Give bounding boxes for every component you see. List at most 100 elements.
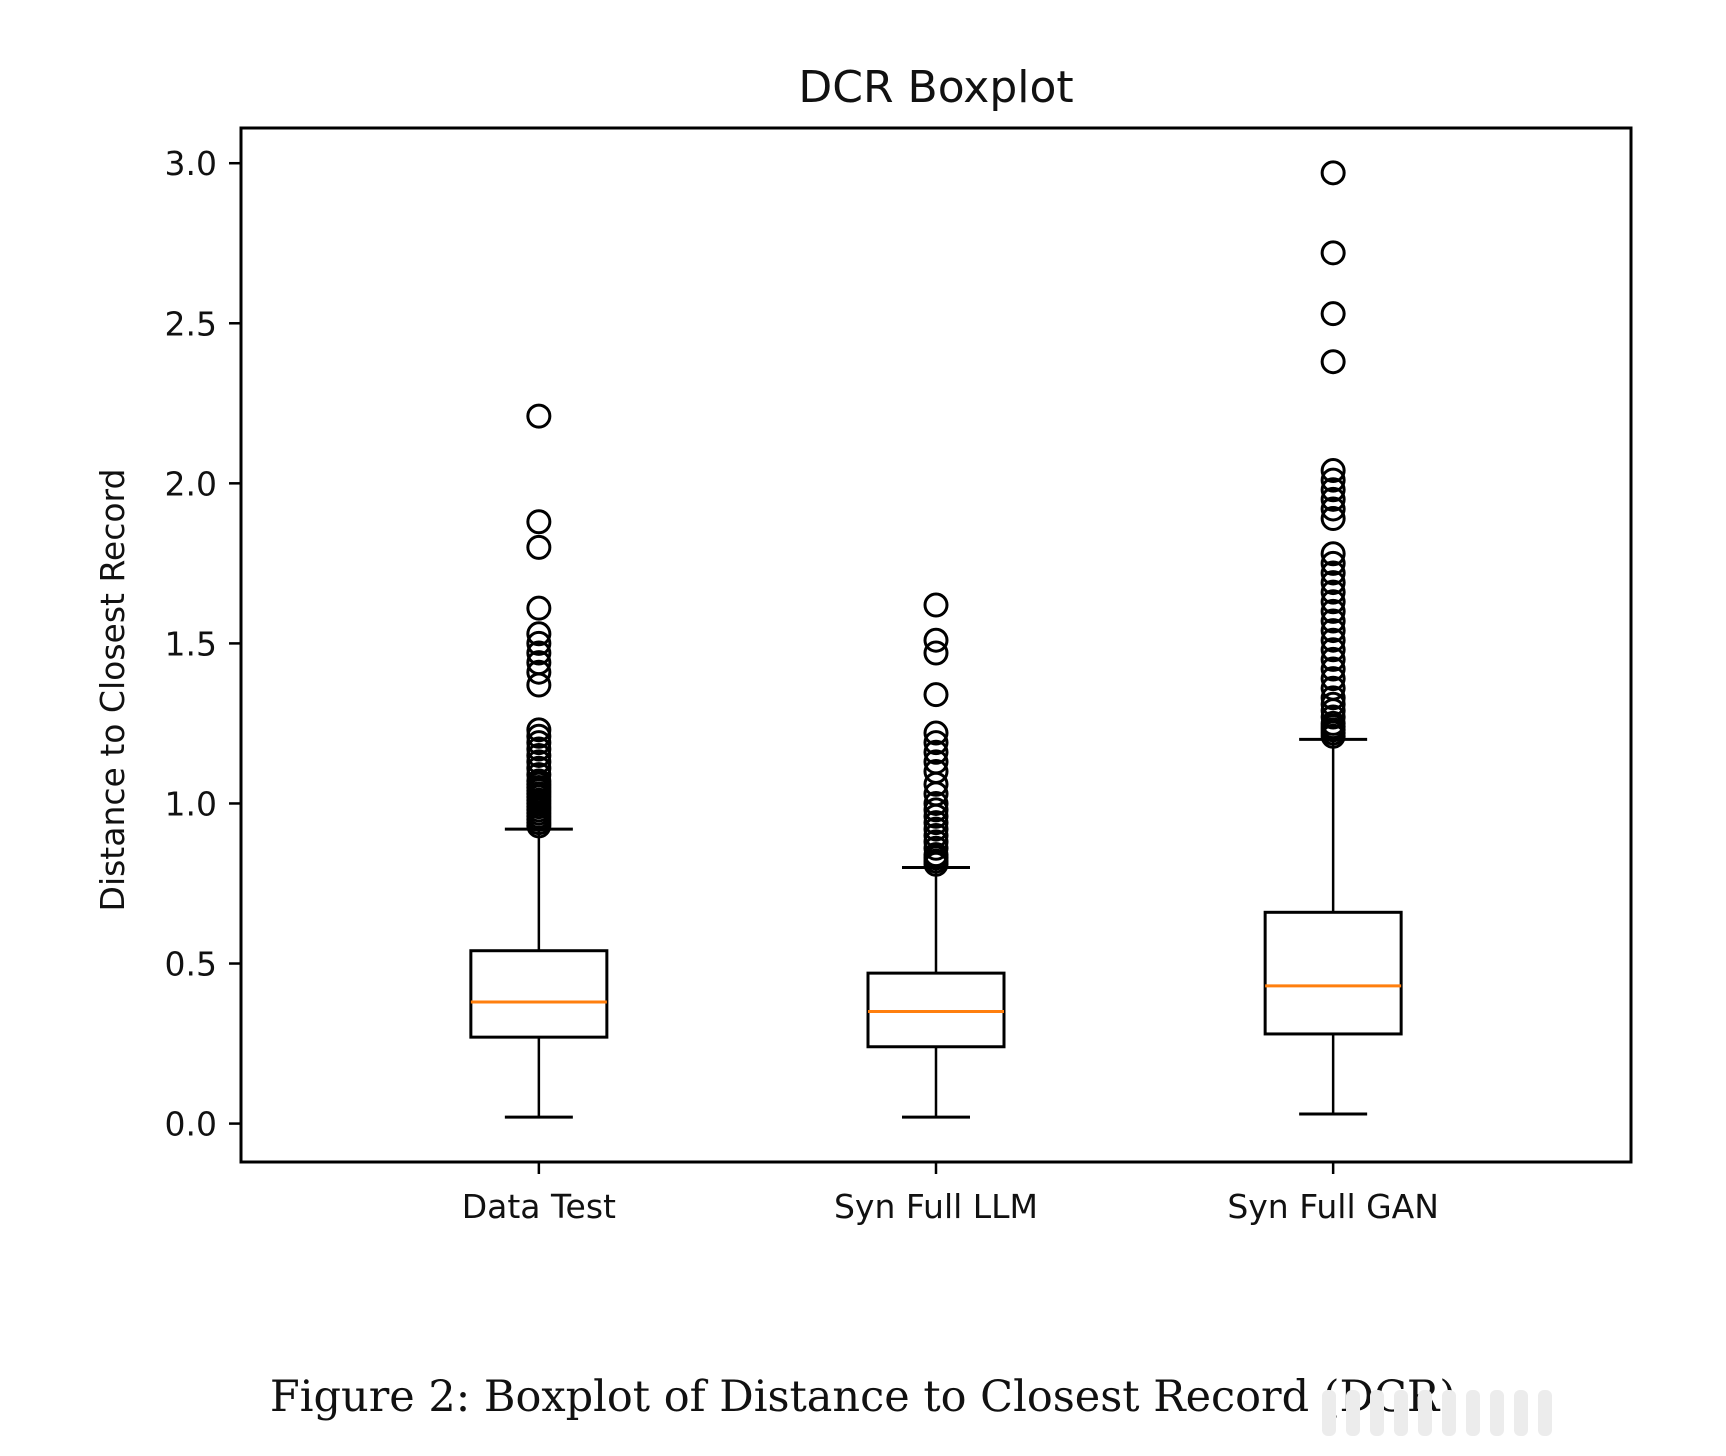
x-tick-label: Data Test bbox=[462, 1187, 616, 1226]
box-syn-full-gan bbox=[1263, 160, 1403, 1116]
outlier-point bbox=[526, 762, 552, 788]
outlier-point bbox=[1320, 560, 1346, 586]
outlier-point bbox=[526, 672, 552, 698]
outlier-point bbox=[923, 797, 949, 823]
x-axis: Data Test Syn Full LLM Syn Full GAN bbox=[462, 1162, 1439, 1226]
outlier-point bbox=[1320, 589, 1346, 615]
outlier-point bbox=[923, 627, 949, 653]
x-tick-label: Syn Full LLM bbox=[834, 1187, 1038, 1226]
y-tick-label: 1.0 bbox=[165, 784, 217, 823]
outlier-point bbox=[526, 730, 552, 756]
outlier-point bbox=[526, 768, 552, 794]
outlier-point bbox=[923, 592, 949, 618]
outlier-point bbox=[526, 659, 552, 685]
outlier-point bbox=[923, 682, 949, 708]
watermark-bar bbox=[1346, 1390, 1360, 1436]
iqr-box bbox=[469, 949, 609, 1039]
y-axis: 0.0 0.5 1.0 1.5 2.0 2.5 3.0 bbox=[165, 144, 241, 1144]
outlier-point bbox=[1320, 685, 1346, 711]
outlier-point bbox=[923, 720, 949, 746]
outlier-point bbox=[923, 739, 949, 765]
outlier-point bbox=[1320, 608, 1346, 634]
outlier-point bbox=[1320, 598, 1346, 624]
y-tick-label: 2.5 bbox=[165, 304, 217, 343]
outlier-point bbox=[526, 755, 552, 781]
outlier-point bbox=[1320, 240, 1346, 266]
box-data-test bbox=[469, 403, 609, 1119]
outlier-point bbox=[1320, 541, 1346, 567]
outlier-point bbox=[1320, 349, 1346, 375]
outlier-point bbox=[526, 509, 552, 535]
outlier-point bbox=[1320, 579, 1346, 605]
watermark-bar bbox=[1538, 1390, 1552, 1436]
outlier-point bbox=[923, 810, 949, 836]
iqr-box bbox=[866, 971, 1006, 1049]
outlier-point bbox=[526, 742, 552, 768]
outlier-point bbox=[923, 842, 949, 868]
outlier-point bbox=[1320, 618, 1346, 644]
watermark-bar bbox=[1466, 1390, 1480, 1436]
outlier-point bbox=[526, 650, 552, 676]
outlier-point bbox=[1320, 477, 1346, 503]
outlier-point bbox=[1320, 637, 1346, 663]
outlier-point bbox=[923, 829, 949, 855]
plot-frame bbox=[239, 126, 1633, 1164]
watermark-bar bbox=[1442, 1390, 1456, 1436]
outlier-point bbox=[526, 403, 552, 429]
outlier-point bbox=[526, 749, 552, 775]
outlier-point bbox=[923, 822, 949, 848]
outlier-point bbox=[526, 723, 552, 749]
outlier-point bbox=[1320, 301, 1346, 327]
iqr-box bbox=[1263, 910, 1403, 1036]
outlier-point bbox=[1320, 506, 1346, 532]
outlier-point bbox=[1320, 627, 1346, 653]
outlier-point bbox=[1320, 496, 1346, 522]
chart-title: DCR Boxplot bbox=[798, 62, 1073, 113]
y-tick-label: 0.5 bbox=[165, 945, 217, 984]
outlier-point bbox=[526, 621, 552, 647]
outlier-point bbox=[1320, 486, 1346, 512]
outlier-point bbox=[1320, 570, 1346, 596]
outlier-point bbox=[1320, 675, 1346, 701]
outlier-point bbox=[526, 534, 552, 560]
y-axis-label: Distance to Closest Record bbox=[93, 469, 132, 912]
watermark-bar bbox=[1418, 1390, 1432, 1436]
outlier-point bbox=[923, 730, 949, 756]
outlier-point bbox=[1320, 458, 1346, 484]
watermark-bar bbox=[1514, 1390, 1528, 1436]
watermark-bar bbox=[1322, 1390, 1336, 1436]
outlier-point bbox=[1320, 691, 1346, 717]
watermark-bar bbox=[1370, 1390, 1384, 1436]
outlier-point bbox=[1320, 704, 1346, 730]
outlier-point bbox=[923, 640, 949, 666]
outlier-point bbox=[923, 749, 949, 775]
watermark-bars bbox=[1322, 1378, 1722, 1448]
outlier-point bbox=[526, 630, 552, 656]
outlier-point bbox=[1320, 666, 1346, 692]
outlier-point bbox=[1320, 710, 1346, 736]
outlier-point bbox=[526, 640, 552, 666]
box-syn-full-llm bbox=[866, 592, 1006, 1119]
outlier-point bbox=[526, 595, 552, 621]
outlier-point bbox=[526, 717, 552, 743]
y-tick-label: 2.0 bbox=[165, 464, 217, 503]
outlier-point bbox=[526, 736, 552, 762]
x-tick-label: Syn Full GAN bbox=[1227, 1187, 1439, 1226]
y-tick-label: 0.0 bbox=[165, 1105, 217, 1144]
boxes bbox=[469, 160, 1403, 1119]
outlier-point bbox=[923, 790, 949, 816]
outlier-point bbox=[1320, 467, 1346, 493]
watermark-bar bbox=[1394, 1390, 1408, 1436]
outlier-point bbox=[1320, 656, 1346, 682]
outlier-point bbox=[1320, 550, 1346, 576]
outlier-point bbox=[923, 758, 949, 784]
outlier-point bbox=[1320, 160, 1346, 186]
figure-caption: Figure 2: Boxplot of Distance to Closest… bbox=[269, 1372, 1457, 1422]
y-tick-label: 3.0 bbox=[165, 144, 217, 183]
y-tick-label: 1.5 bbox=[165, 624, 217, 663]
outlier-point bbox=[923, 816, 949, 842]
outlier-point bbox=[923, 835, 949, 861]
watermark-bar bbox=[1490, 1390, 1504, 1436]
outlier-point bbox=[1320, 646, 1346, 672]
